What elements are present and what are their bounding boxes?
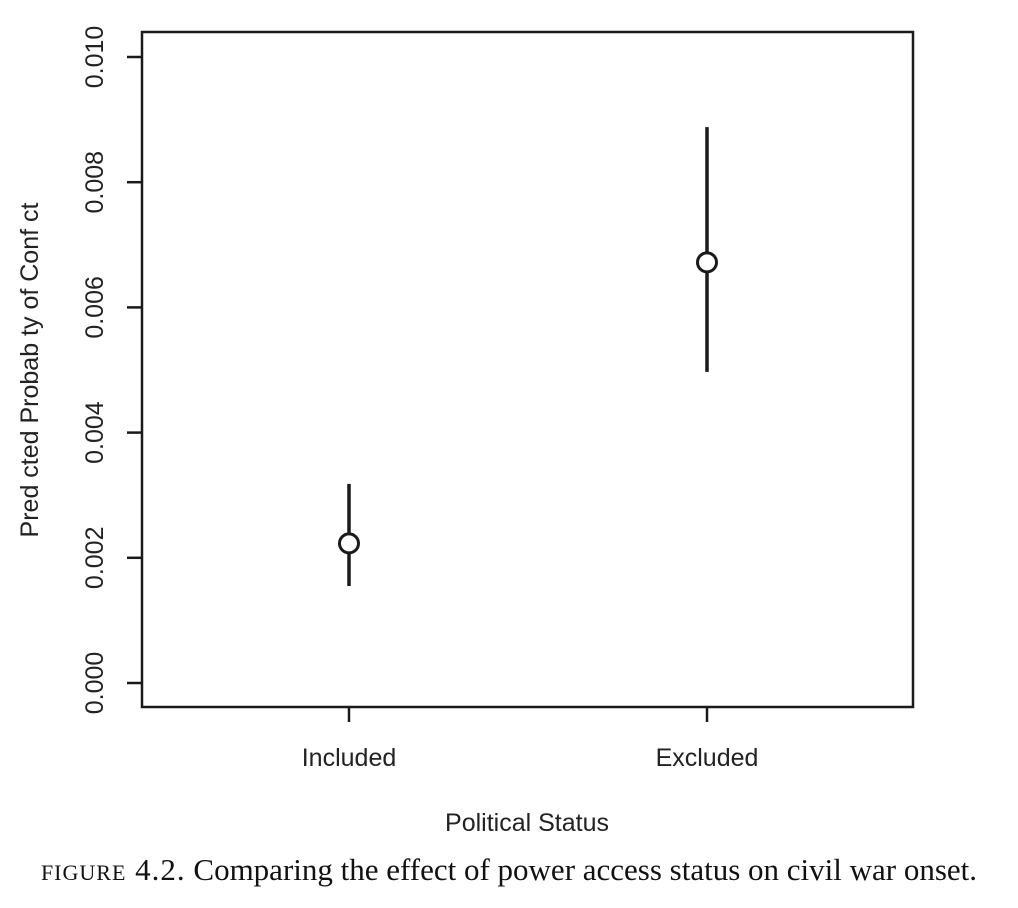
point-estimate — [696, 251, 718, 274]
y-tick-label: 0.002 — [81, 527, 109, 590]
y-tick-label: 0.008 — [81, 151, 109, 214]
y-tick-label: 0.004 — [81, 401, 109, 464]
y-axis: 0.000 0.002 0.004 0.006 0.008 0.010 — [81, 26, 142, 715]
y-axis-title: Pred cted Probab ty of Conf ct — [16, 202, 44, 537]
data-marks — [338, 127, 718, 586]
x-tick-label: Excluded — [656, 744, 759, 772]
chart-area: 0.000 0.002 0.004 0.006 0.008 0.010 Included E… — [16, 26, 915, 837]
x-tick-label: Included — [302, 744, 397, 772]
figure-number: figure 4.2. — [40, 852, 186, 887]
y-tick-label: 0.006 — [81, 276, 109, 339]
figure-caption-text: Comparing the effect of power access sta… — [193, 852, 978, 887]
y-tick-label: 0.000 — [81, 652, 109, 715]
plot-frame — [140, 30, 915, 709]
figure-caption: figure 4.2. Comparing the effect of powe… — [0, 852, 1018, 888]
y-tick-label: 0.010 — [81, 26, 109, 89]
x-axis: Included Excluded — [302, 707, 759, 772]
point-estimate — [338, 532, 360, 555]
x-axis-title: Political Status — [445, 809, 609, 837]
